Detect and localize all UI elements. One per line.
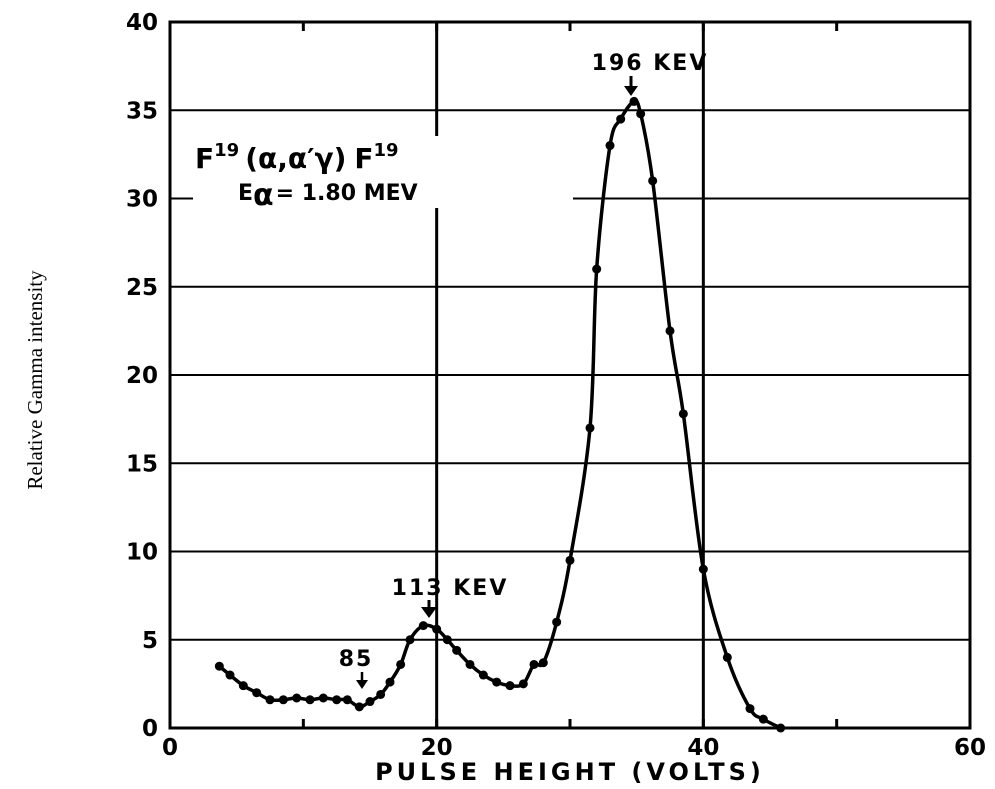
peak-196-label: 196 KEV	[592, 51, 709, 76]
data-point	[665, 326, 675, 336]
x-tick-label: 60	[954, 735, 986, 761]
data-point	[354, 702, 364, 712]
y-tick-label: 20	[126, 363, 158, 389]
data-point	[396, 659, 406, 669]
data-point	[465, 659, 475, 669]
peak-85-label: 85	[339, 647, 374, 672]
data-point	[405, 635, 415, 645]
data-point	[629, 96, 639, 106]
data-point	[698, 564, 708, 574]
data-point	[376, 689, 386, 699]
data-point	[758, 714, 768, 724]
peak-85-arrow	[356, 672, 368, 689]
data-point	[292, 693, 302, 703]
x-tick-label: 40	[687, 735, 719, 761]
data-point	[552, 617, 562, 627]
data-point	[305, 695, 315, 705]
data-point	[214, 661, 224, 671]
data-point	[678, 409, 688, 419]
data-point	[722, 652, 732, 662]
data-point	[278, 695, 288, 705]
data-point	[365, 697, 375, 707]
data-point	[505, 681, 515, 691]
y-tick-label: 0	[142, 716, 158, 742]
data-point	[225, 670, 235, 680]
data-point	[452, 645, 462, 655]
data-point	[478, 670, 488, 680]
data-point	[418, 621, 428, 631]
data-point	[432, 624, 442, 634]
y-tick-label: 5	[142, 628, 158, 654]
data-point	[342, 695, 352, 705]
peak-113-arrow	[421, 600, 437, 618]
data-point	[745, 704, 755, 714]
y-tick-label: 10	[126, 540, 158, 566]
x-axis-label: PULSE HEIGHT (VOLTS)	[375, 758, 765, 786]
data-point	[592, 264, 602, 274]
reaction-label: F19 (α,α′γ) F19	[195, 140, 399, 175]
grid-layer	[170, 22, 970, 728]
x-tick-label: 0	[162, 735, 178, 761]
data-point	[605, 141, 615, 151]
data-point	[492, 677, 502, 687]
data-point	[616, 114, 626, 124]
peak-196-arrow	[624, 76, 638, 96]
data-point	[636, 109, 646, 119]
data-point	[442, 635, 452, 645]
data-point	[332, 695, 342, 705]
y-tick-label: 30	[126, 187, 158, 213]
x-tick-label: 20	[421, 735, 453, 761]
data-point	[318, 693, 328, 703]
y-tick-label: 25	[126, 275, 158, 301]
data-point	[529, 659, 539, 669]
reaction-label-backdrop	[193, 136, 573, 208]
data-point	[565, 555, 575, 565]
y-tick-label: 35	[126, 98, 158, 124]
data-point	[238, 681, 248, 691]
data-point	[538, 658, 548, 668]
y-axis-label: Relative Gamma intensity	[23, 270, 47, 490]
peak-113-label: 113 KEV	[392, 576, 509, 601]
data-point	[776, 723, 786, 733]
data-point	[385, 677, 395, 687]
tick-layer	[301, 22, 839, 728]
y-tick-labels: 0 5 10 15 20 25 30 35 40	[126, 10, 158, 742]
y-tick-label: 15	[126, 451, 158, 477]
data-point	[518, 679, 528, 689]
y-tick-label: 40	[126, 10, 158, 36]
data-point	[585, 423, 595, 433]
data-point	[648, 176, 658, 186]
data-point	[252, 688, 262, 698]
energy-label: Eα= 1.80 MEV	[238, 178, 418, 213]
data-points	[214, 96, 786, 733]
data-point	[265, 695, 275, 705]
x-tick-labels: 0 20 40 60	[162, 735, 986, 761]
